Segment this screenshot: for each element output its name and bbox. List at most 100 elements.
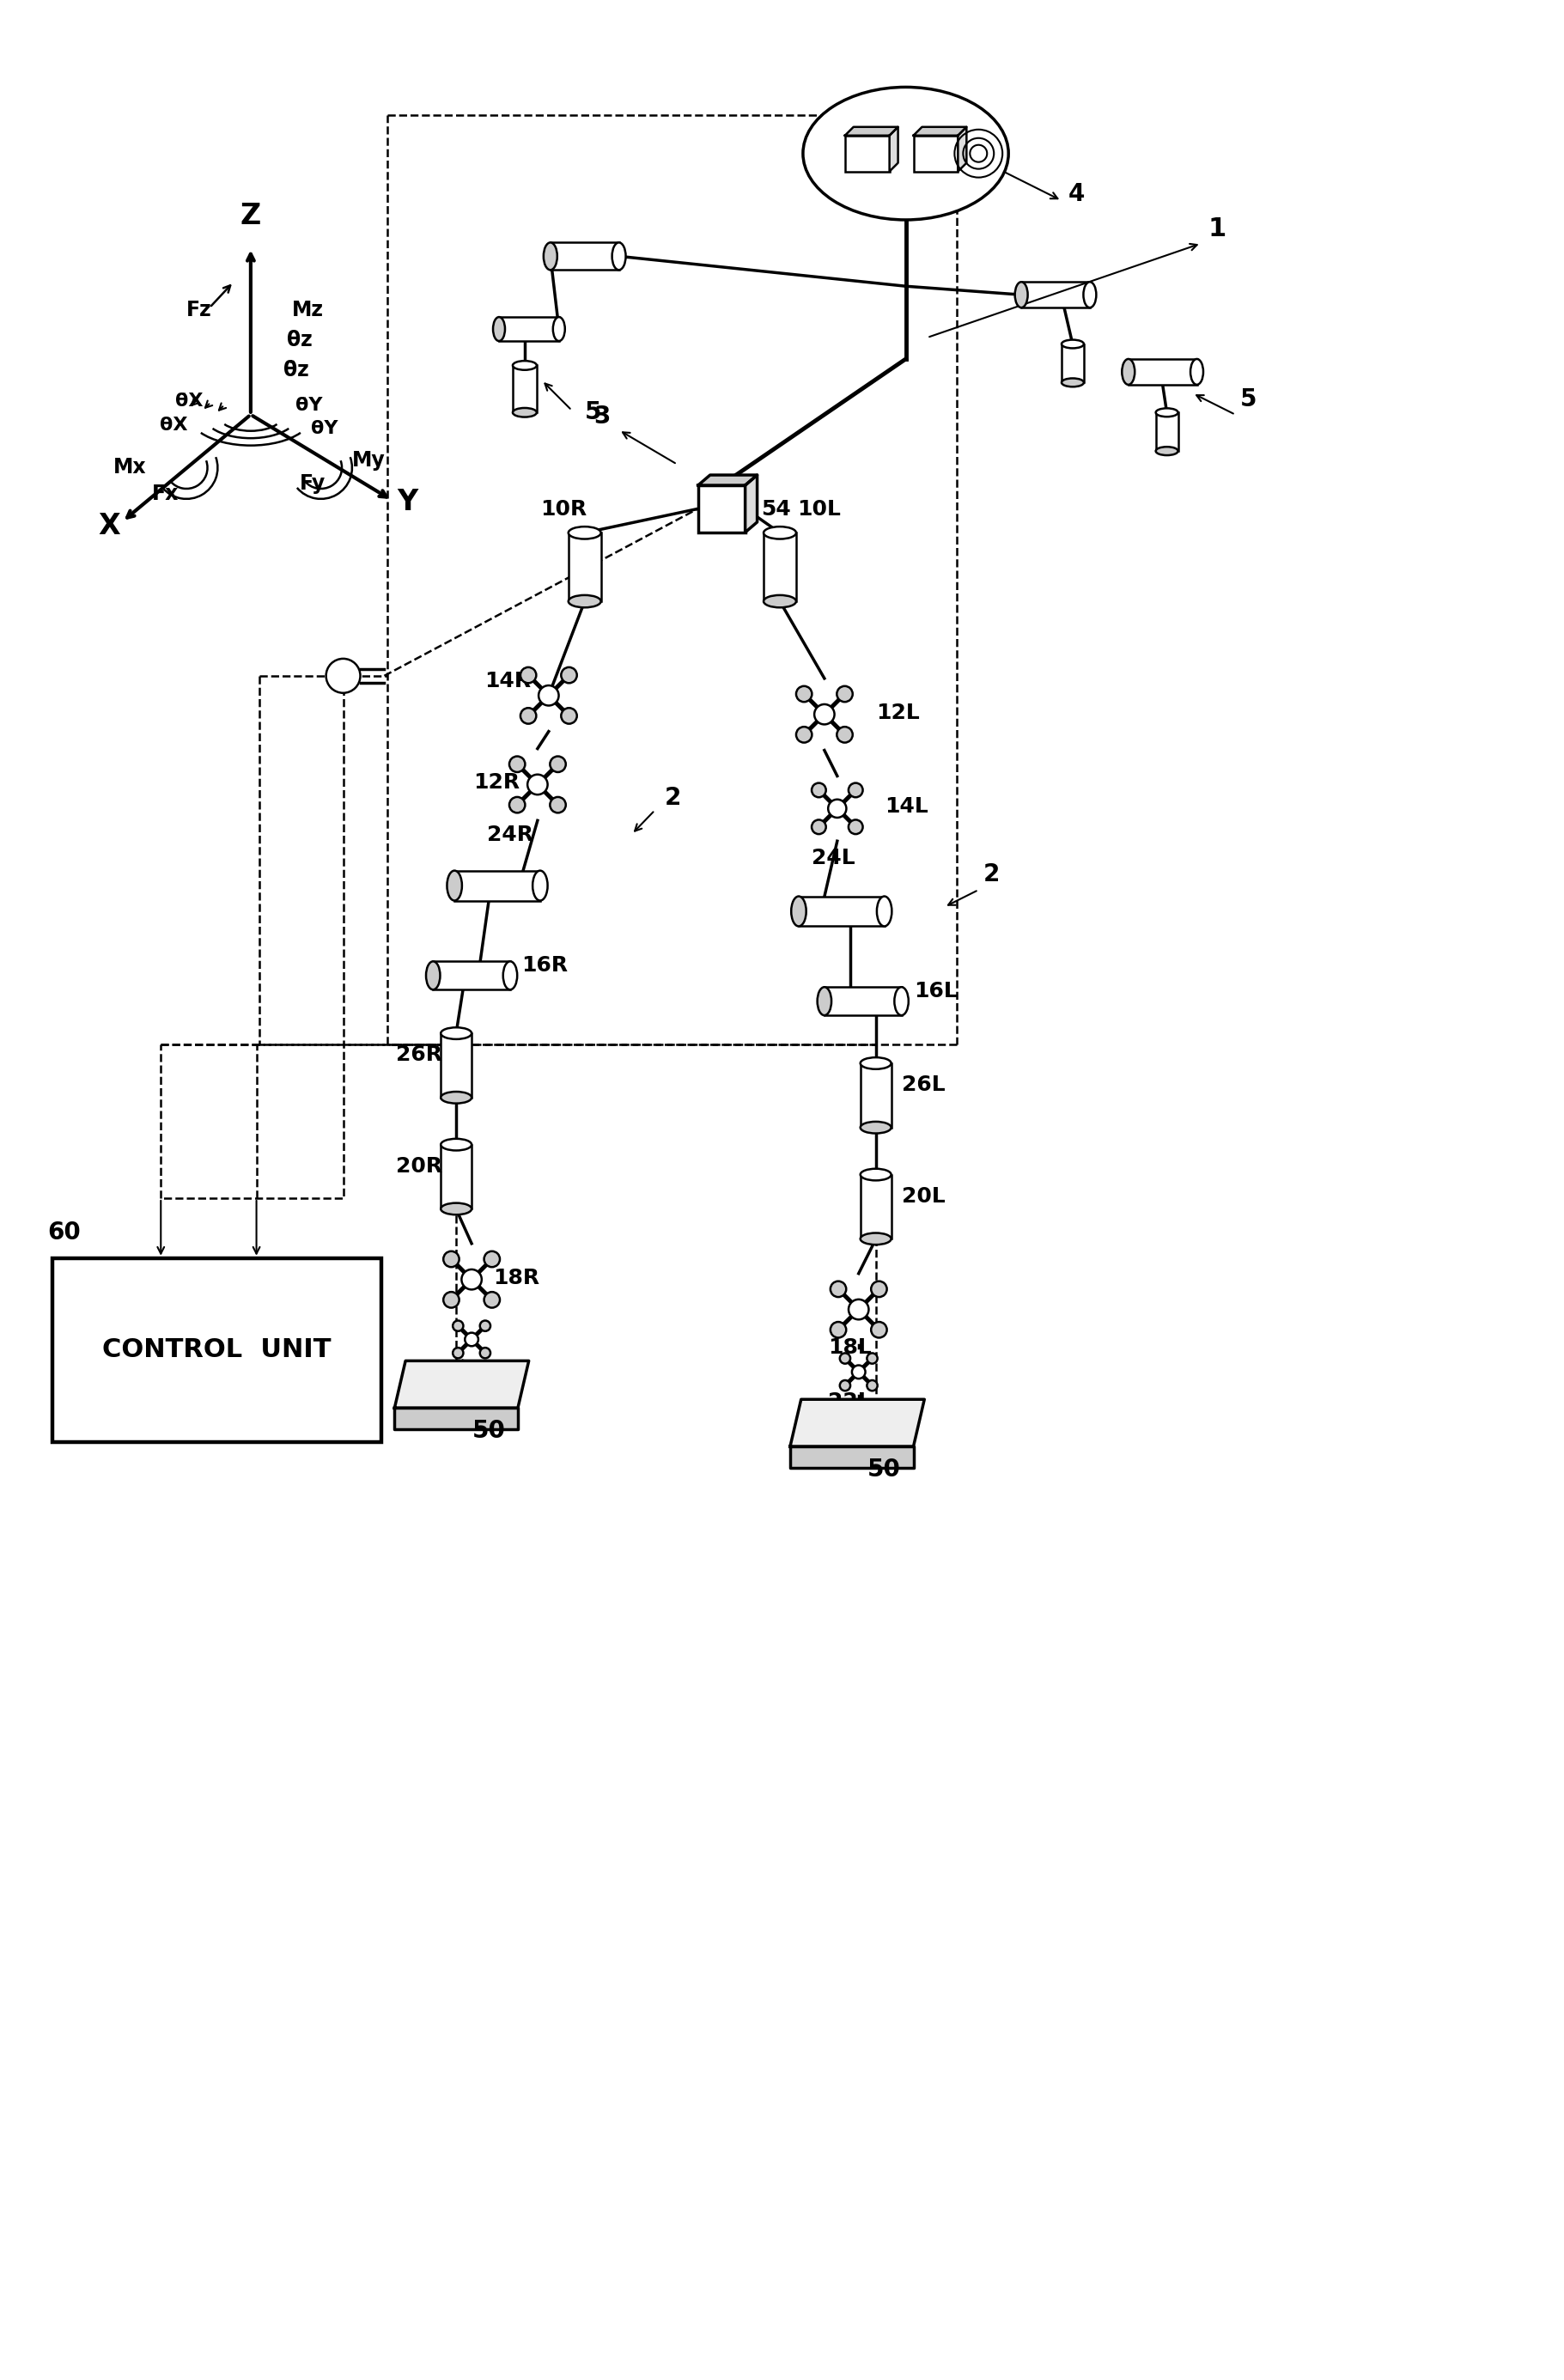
Ellipse shape (513, 362, 536, 369)
Circle shape (461, 1269, 482, 1290)
Text: Mz: Mz (292, 300, 324, 321)
Circle shape (483, 1252, 500, 1266)
Circle shape (866, 1380, 877, 1390)
Circle shape (849, 1299, 868, 1319)
Circle shape (521, 666, 536, 683)
Text: 10L: 10L (798, 500, 841, 519)
Text: 3: 3 (594, 405, 610, 428)
Bar (698, 486, 744, 533)
Circle shape (840, 1354, 851, 1364)
Text: 20L: 20L (901, 1185, 945, 1207)
Text: 5: 5 (585, 400, 602, 424)
Text: 60: 60 (48, 1221, 81, 1245)
Circle shape (452, 1347, 463, 1359)
Text: 4: 4 (1068, 181, 1085, 205)
Bar (824, 988, 901, 1016)
Text: 16R: 16R (521, 954, 568, 976)
Ellipse shape (763, 595, 796, 607)
Circle shape (827, 800, 846, 819)
Ellipse shape (504, 962, 518, 990)
Circle shape (840, 1380, 851, 1390)
Circle shape (796, 726, 812, 743)
Text: Fy: Fy (299, 474, 325, 495)
Ellipse shape (877, 897, 891, 926)
Bar (441, 1033, 472, 1097)
Circle shape (815, 704, 835, 724)
Ellipse shape (441, 1028, 472, 1040)
Ellipse shape (1015, 281, 1028, 307)
Ellipse shape (1062, 378, 1084, 388)
Ellipse shape (1156, 409, 1178, 416)
Ellipse shape (860, 1057, 891, 1069)
Polygon shape (744, 476, 757, 533)
Text: 5: 5 (1240, 388, 1256, 412)
Ellipse shape (818, 988, 832, 1016)
Text: Mx: Mx (113, 457, 147, 476)
Text: Fx: Fx (152, 483, 178, 505)
Ellipse shape (441, 1092, 472, 1104)
Bar (433, 962, 510, 990)
Circle shape (551, 757, 566, 771)
Bar (455, 871, 540, 900)
Bar (860, 1176, 891, 1240)
Text: θX: θX (160, 416, 188, 433)
Text: 2: 2 (665, 785, 680, 809)
Bar (1021, 281, 1090, 307)
Text: CONTROL  UNIT: CONTROL UNIT (102, 1338, 332, 1364)
Circle shape (871, 1280, 887, 1297)
Circle shape (849, 783, 863, 797)
Circle shape (521, 707, 536, 724)
Text: 14R: 14R (485, 671, 530, 690)
Bar (1062, 345, 1084, 383)
Ellipse shape (441, 1138, 472, 1150)
Text: Z: Z (241, 202, 261, 231)
Text: 26R: 26R (396, 1045, 443, 1066)
Text: X: X (99, 512, 120, 540)
Ellipse shape (612, 243, 626, 269)
Text: 22R: 22R (317, 1333, 364, 1352)
Polygon shape (394, 1361, 529, 1409)
Circle shape (510, 797, 526, 814)
Circle shape (480, 1321, 491, 1330)
Text: 24L: 24L (812, 847, 854, 869)
Circle shape (837, 726, 852, 743)
Text: 16L: 16L (915, 981, 957, 1002)
Ellipse shape (568, 595, 601, 607)
Ellipse shape (1084, 281, 1096, 307)
Ellipse shape (895, 988, 909, 1016)
Circle shape (510, 757, 526, 771)
Text: 50: 50 (472, 1418, 505, 1442)
Ellipse shape (791, 897, 805, 926)
Text: 20R: 20R (396, 1157, 443, 1176)
Text: 12R: 12R (474, 774, 519, 793)
Polygon shape (698, 476, 757, 486)
Polygon shape (890, 126, 898, 171)
Text: My: My (352, 450, 385, 471)
Ellipse shape (533, 871, 547, 900)
Circle shape (527, 774, 547, 795)
Circle shape (812, 819, 826, 833)
Ellipse shape (860, 1169, 891, 1180)
Polygon shape (790, 1447, 913, 1468)
Text: 50: 50 (868, 1457, 901, 1483)
Circle shape (443, 1292, 460, 1307)
Circle shape (852, 1366, 865, 1378)
Bar (860, 1064, 891, 1128)
Circle shape (849, 819, 863, 833)
Ellipse shape (493, 317, 505, 340)
Polygon shape (959, 126, 967, 171)
Ellipse shape (441, 1202, 472, 1214)
Bar (441, 1145, 472, 1209)
Text: 2: 2 (982, 862, 999, 885)
Circle shape (465, 1333, 479, 1347)
Text: θ̇z: θ̇z (283, 359, 308, 381)
Ellipse shape (554, 317, 565, 340)
Text: 1: 1 (1207, 217, 1226, 243)
Ellipse shape (802, 88, 1009, 219)
Ellipse shape (860, 1121, 891, 1133)
Circle shape (871, 1321, 887, 1338)
Text: Fz: Fz (186, 300, 213, 321)
Text: θY: θY (311, 419, 338, 438)
Ellipse shape (860, 1233, 891, 1245)
Ellipse shape (513, 407, 536, 416)
